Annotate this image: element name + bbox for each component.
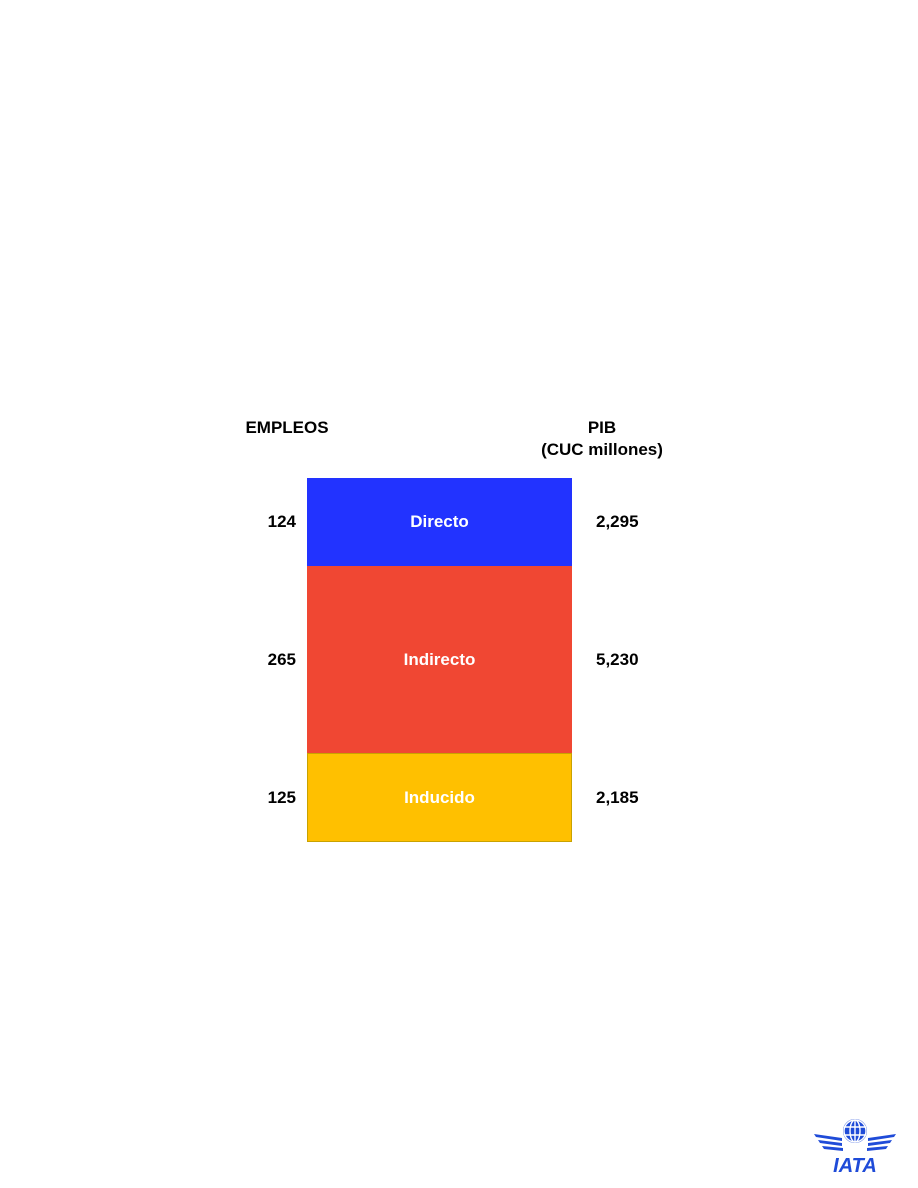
pib-value-inducido: 2,185 xyxy=(596,787,639,807)
iata-logo: IATA xyxy=(810,1114,900,1177)
stacked-bar: Directo Indirecto Inducido xyxy=(307,478,572,842)
segment-label-inducido: Inducido xyxy=(404,787,475,807)
empleos-value-inducido: 125 xyxy=(267,787,296,807)
right-header-line2: (CUC millones) xyxy=(541,440,663,459)
right-header: PIB (CUC millones) xyxy=(522,417,682,461)
logo-text: IATA xyxy=(833,1155,877,1176)
segment-indirecto: Indirecto xyxy=(307,565,572,754)
segment-inducido: Inducido xyxy=(307,753,572,842)
segment-label-indirecto: Indirecto xyxy=(403,649,476,669)
left-header: EMPLEOS xyxy=(245,418,329,437)
empleos-value-directo: 124 xyxy=(267,511,296,531)
empleos-value-indirecto: 265 xyxy=(267,649,296,669)
segment-directo: Directo xyxy=(307,478,572,566)
pib-value-indirecto: 5,230 xyxy=(596,649,639,669)
globe-wings-icon: IATA xyxy=(814,1119,896,1177)
segment-label-directo: Directo xyxy=(410,511,469,531)
pib-value-directo: 2,295 xyxy=(596,511,639,531)
right-header-line1: PIB xyxy=(587,418,617,437)
